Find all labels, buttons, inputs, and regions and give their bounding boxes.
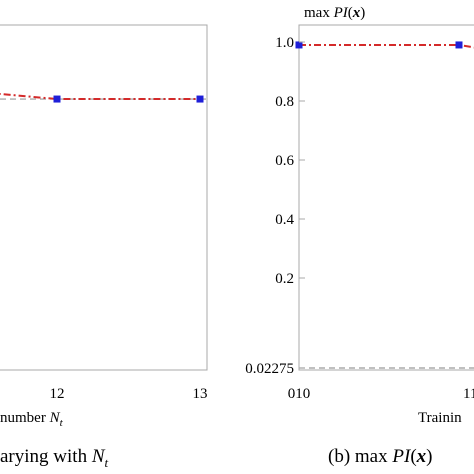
panel-a-x-axis-label: number Nt (0, 410, 64, 429)
panel-b-x-tick-11: 11 (463, 386, 474, 402)
panel-b-x-tick-010: 010 (288, 386, 311, 402)
panel-b-y-tick-label-0: 1.0 (275, 35, 294, 51)
panel-a-caption: arying with Nt (0, 446, 109, 470)
panel-b-x-axis-label: Trainin (418, 410, 462, 426)
panel-b-series-line (299, 43, 474, 49)
panel-a: 12 13 number Nt arying with Nt (0, 24, 208, 470)
panel-b-caption: (b) max PI(x) (328, 446, 432, 467)
panel-a-data-point-2 (196, 95, 204, 103)
panel-a-x-tick-13: 13 (193, 386, 208, 402)
panel-b: 1.00.80.60.40.20.02275 max PI(x) 010 11 … (245, 5, 474, 467)
panel-a-series-line (0, 92, 200, 101)
panel-b-data-point-0 (295, 41, 303, 49)
panel-a-plot-frame (0, 24, 208, 371)
panel-a-x-tick-12: 12 (50, 386, 65, 402)
panel-b-plot-frame (298, 24, 474, 371)
panel-b-y-tick-label-3: 0.4 (275, 212, 294, 228)
panel-b-y-axis-label: max PI(x) (304, 5, 365, 21)
panel-b-y-tick-label-2: 0.6 (275, 153, 294, 169)
panel-a-data-point-1 (53, 95, 61, 103)
panel-b-y-tick-label-4: 0.2 (275, 271, 294, 287)
panel-b-y-tick-label-5: 0.02275 (245, 361, 294, 377)
panel-b-y-tick-label-1: 0.8 (275, 94, 294, 110)
panel-b-data-point-1 (455, 41, 463, 49)
